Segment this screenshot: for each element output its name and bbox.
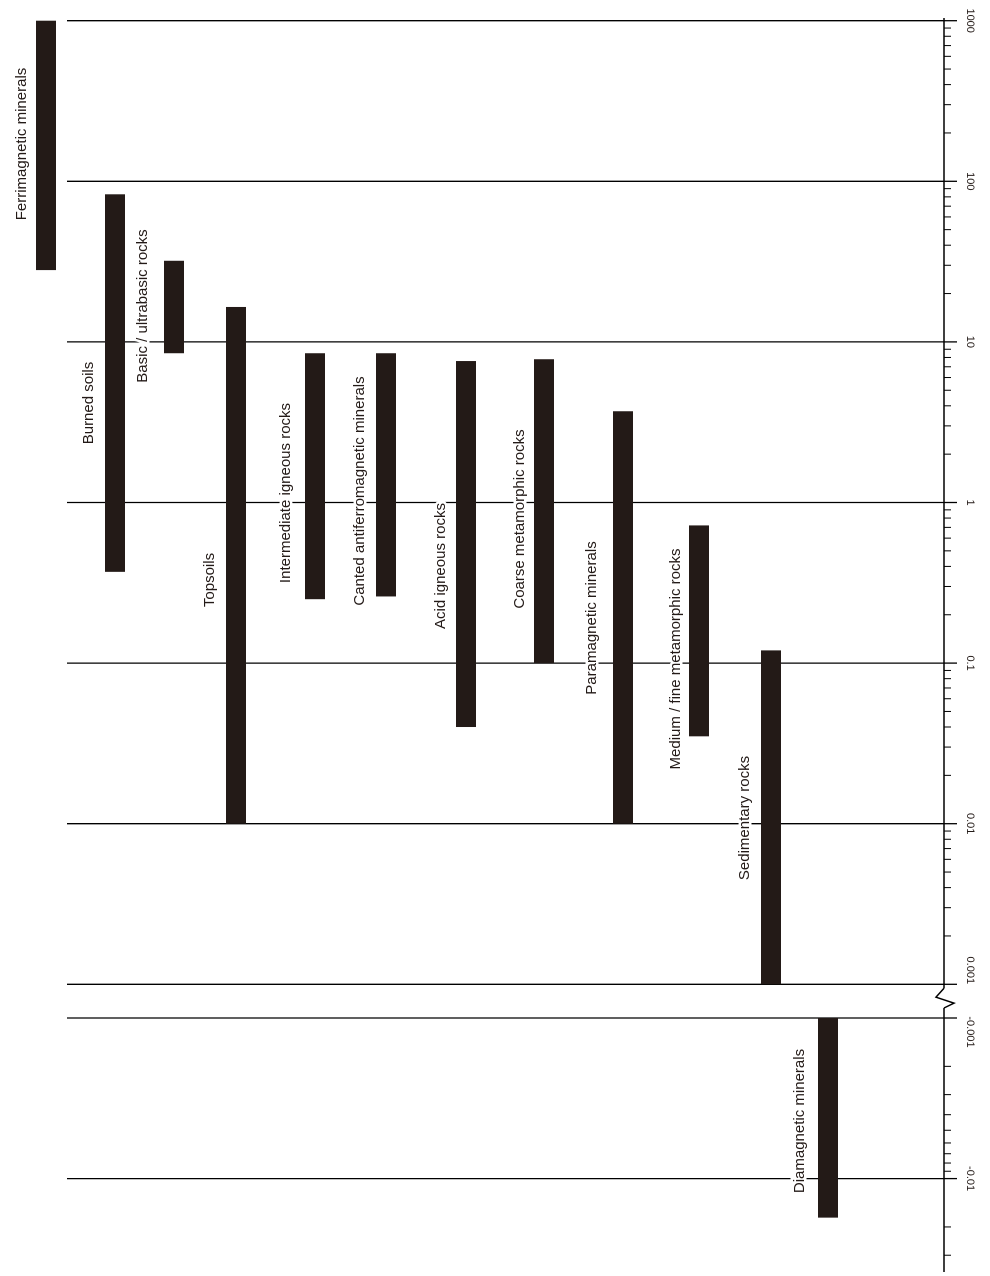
bar-sedimentary-rocks — [761, 650, 781, 985]
tick-label: 10 — [964, 336, 976, 348]
bar-medium-fine-metamorphic-rocks — [689, 525, 709, 737]
bar-coarse-metamorphic-rocks — [534, 359, 554, 664]
value-axis: 1000 100 10 1 0.1 0.01 0.001 -0.001 -0.01 — [934, 8, 976, 1272]
tick-label: 0.001 — [964, 957, 976, 985]
tick-label: 1000 — [964, 8, 976, 32]
bar-label: Basic / ultrabasic rocks — [134, 229, 151, 382]
bar-label: Diamagnetic minerals — [791, 1049, 808, 1193]
bar-label: Burned soils — [80, 362, 97, 445]
bar-ferrimagnetic-minerals — [36, 20, 56, 271]
tick-label: 0.1 — [964, 655, 976, 670]
bar-label: Coarse metamorphic rocks — [511, 429, 528, 608]
bar-basic-ultrabasic-rocks — [164, 260, 184, 354]
bar-label: Acid igneous rocks — [432, 503, 449, 629]
gridlines — [67, 20, 944, 1180]
bar-paramagnetic-minerals — [613, 411, 633, 824]
bar-diamagnetic-minerals — [818, 1018, 838, 1218]
tick-label: 100 — [964, 172, 976, 190]
bar-label: Canted antiferromagnetic minerals — [351, 376, 368, 605]
tick-label: -0.001 — [964, 1016, 976, 1047]
bar-label: Intermediate igneous rocks — [277, 403, 294, 583]
bar-topsoils — [226, 306, 246, 824]
bar-label: Ferrimagnetic minerals — [13, 68, 30, 221]
bar-canted-antiferromagnetic-minerals — [376, 353, 396, 597]
bar-intermediate-igneous-rocks — [305, 353, 325, 600]
bar-labels: Ferrimagnetic minerals Burned soils Basic … — [10, 65, 810, 1195]
bar-label: Paramagnetic minerals — [583, 541, 600, 694]
tick-label: -0.01 — [964, 1166, 976, 1191]
axis-break-icon — [934, 987, 956, 1009]
bar-label: Medium / fine metamorphic rocks — [667, 549, 684, 770]
tick-label: 0.01 — [964, 813, 976, 834]
bar-label: Topsoils — [201, 553, 218, 607]
bar-label: Sedimentary rocks — [736, 756, 753, 880]
bar-acid-igneous-rocks — [456, 361, 476, 728]
bar-burned-soils — [105, 194, 125, 572]
range-bars — [36, 20, 838, 1218]
tick-label: 1 — [964, 499, 976, 505]
